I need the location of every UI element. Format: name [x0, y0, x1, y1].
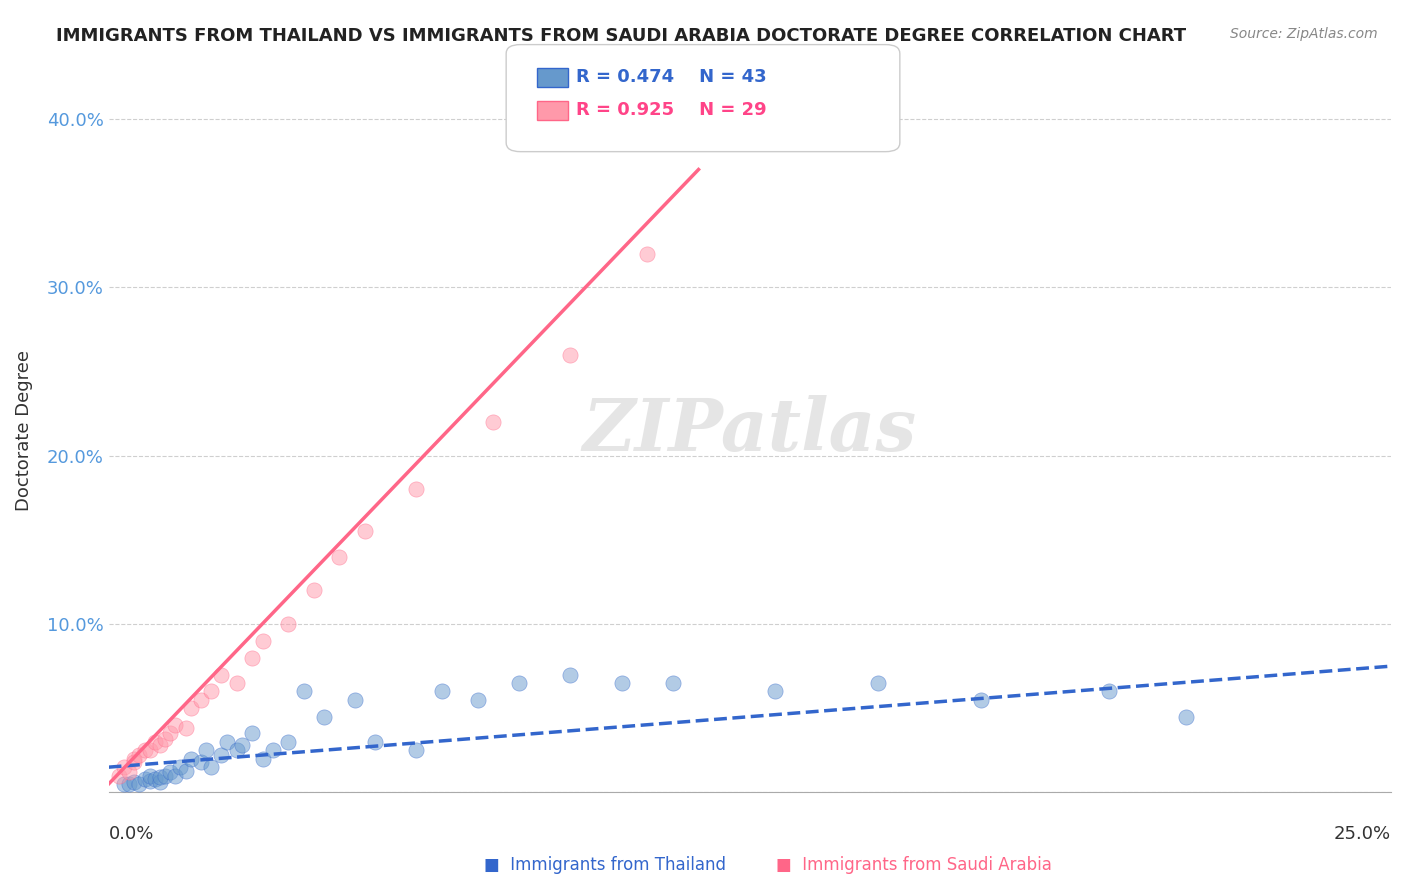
- Point: [211, 667, 233, 681]
- Point: [240, 726, 263, 740]
- Point: [312, 709, 335, 723]
- Point: [159, 765, 181, 780]
- Point: [610, 676, 633, 690]
- Point: [969, 693, 991, 707]
- Y-axis label: Doctorate Degree: Doctorate Degree: [15, 350, 32, 511]
- Point: [138, 773, 160, 788]
- Point: [165, 768, 187, 782]
- Point: [149, 775, 172, 789]
- Point: [364, 735, 387, 749]
- Point: [467, 693, 489, 707]
- Point: [200, 760, 222, 774]
- Point: [153, 768, 176, 782]
- Point: [134, 743, 156, 757]
- Point: [1098, 684, 1121, 698]
- Point: [765, 684, 787, 698]
- Point: [252, 633, 274, 648]
- Point: [165, 718, 187, 732]
- Point: [482, 415, 505, 429]
- Point: [215, 735, 238, 749]
- Text: Source: ZipAtlas.com: Source: ZipAtlas.com: [1230, 27, 1378, 41]
- Point: [225, 743, 247, 757]
- Point: [262, 743, 284, 757]
- Text: ■  Immigrants from Saudi Arabia: ■ Immigrants from Saudi Arabia: [776, 856, 1052, 874]
- Point: [180, 701, 202, 715]
- Point: [108, 768, 131, 782]
- Point: [112, 760, 135, 774]
- Point: [149, 739, 172, 753]
- Point: [292, 684, 315, 698]
- Point: [405, 483, 427, 497]
- Point: [868, 676, 890, 690]
- Point: [328, 549, 350, 564]
- Point: [405, 743, 427, 757]
- Point: [128, 777, 150, 791]
- Point: [277, 735, 299, 749]
- Point: [128, 748, 150, 763]
- Point: [118, 777, 141, 791]
- Point: [138, 743, 160, 757]
- Point: [122, 775, 145, 789]
- Point: [190, 693, 212, 707]
- Point: [560, 667, 582, 681]
- Point: [430, 684, 453, 698]
- Point: [134, 772, 156, 786]
- Point: [200, 684, 222, 698]
- Point: [508, 676, 530, 690]
- Point: [122, 755, 145, 769]
- Text: R = 0.925    N = 29: R = 0.925 N = 29: [576, 101, 768, 119]
- Point: [225, 676, 247, 690]
- Text: ■  Immigrants from Thailand: ■ Immigrants from Thailand: [484, 856, 725, 874]
- Point: [343, 693, 366, 707]
- Point: [122, 752, 145, 766]
- Text: 0.0%: 0.0%: [108, 825, 155, 843]
- Point: [636, 246, 658, 260]
- Point: [174, 722, 197, 736]
- Point: [159, 726, 181, 740]
- Point: [153, 731, 176, 746]
- Point: [143, 772, 166, 786]
- Point: [560, 348, 582, 362]
- Text: R = 0.474    N = 43: R = 0.474 N = 43: [576, 68, 768, 86]
- Point: [112, 777, 135, 791]
- Point: [143, 735, 166, 749]
- Point: [190, 755, 212, 769]
- Text: 25.0%: 25.0%: [1334, 825, 1391, 843]
- Point: [662, 676, 685, 690]
- Point: [1174, 709, 1197, 723]
- Point: [138, 768, 160, 782]
- Point: [211, 748, 233, 763]
- Point: [231, 739, 253, 753]
- Point: [169, 760, 191, 774]
- Text: ZIPatlas: ZIPatlas: [582, 395, 917, 466]
- Point: [252, 752, 274, 766]
- Point: [302, 583, 325, 598]
- Point: [180, 752, 202, 766]
- Point: [195, 743, 218, 757]
- Point: [174, 764, 197, 778]
- Point: [277, 617, 299, 632]
- Point: [118, 765, 141, 780]
- Text: IMMIGRANTS FROM THAILAND VS IMMIGRANTS FROM SAUDI ARABIA DOCTORATE DEGREE CORREL: IMMIGRANTS FROM THAILAND VS IMMIGRANTS F…: [56, 27, 1187, 45]
- Point: [149, 770, 172, 784]
- Point: [240, 650, 263, 665]
- Point: [354, 524, 377, 539]
